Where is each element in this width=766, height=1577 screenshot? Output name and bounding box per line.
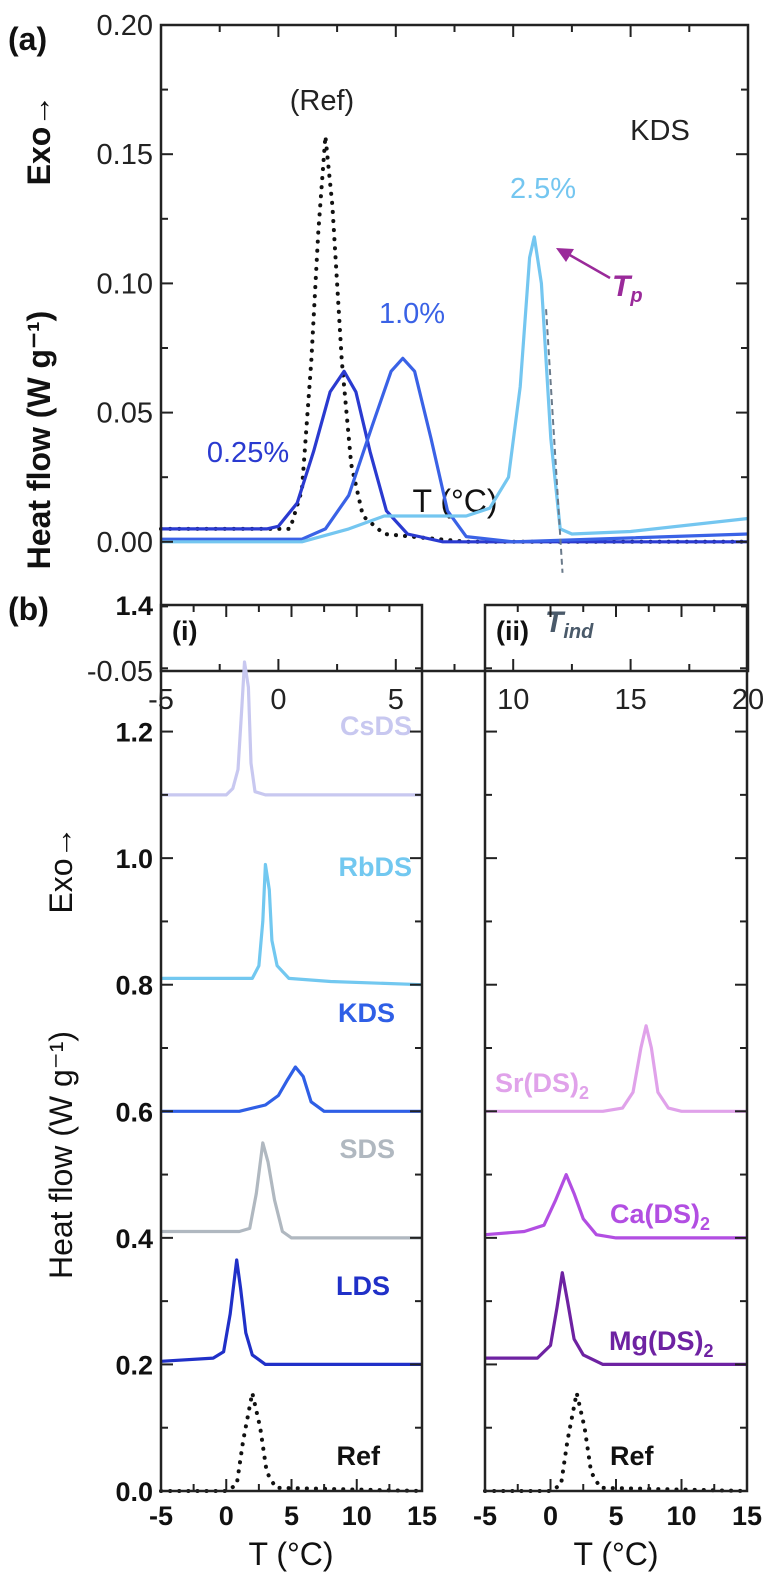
series-line-srds <box>485 1024 747 1113</box>
tp-annotation: Tp <box>556 248 643 307</box>
ref-label-a: (Ref) <box>290 85 354 117</box>
subpanel-label-i: (i) <box>172 616 197 646</box>
exo-label-b: Exo→ <box>43 826 79 913</box>
plot-bi: -5 0 5 10 15 0.0 0.2 0.4 0.6 0.8 1.0 1.2 1.4 <box>115 591 437 1531</box>
y-tick-label: 0.8 <box>115 971 153 1001</box>
x-tick-label: 15 <box>732 1501 762 1531</box>
series-label-ca: Ca(DS)2 <box>610 1199 710 1234</box>
y-tick-label: 0.00 <box>97 527 153 559</box>
y-tick-label: 1.0 <box>115 844 153 874</box>
series-label-rbds: RbDS <box>339 852 413 882</box>
x-tick-label: 10 <box>666 1501 696 1531</box>
tp-arrowhead-icon <box>556 248 574 262</box>
x-tick-label: 10 <box>497 684 529 716</box>
tind-annotation: Tind <box>545 606 594 643</box>
series-line-cads <box>484 1173 747 1240</box>
tind-label: Tind <box>545 606 594 643</box>
series-line-mgds <box>485 1271 747 1366</box>
x-tick-label: 0 <box>219 1501 234 1531</box>
y-axis-title-b: Heat flow (W g⁻¹) <box>43 1031 79 1279</box>
plot-a: -5 0 5 10 15 20-0.050.000.050.100.150.20 <box>87 10 764 716</box>
y-tick-label: 0.15 <box>97 139 153 171</box>
tp-arrow-line <box>567 252 611 280</box>
series-line-ref <box>483 1390 749 1493</box>
series-label-csds: CsDS <box>340 711 412 741</box>
panel-label-b: (b) <box>8 591 49 627</box>
tind-guide-line <box>545 309 564 573</box>
x-tick-label: -5 <box>149 1501 173 1531</box>
tp-label: Tp <box>612 270 643 307</box>
series-label-ref-ii: Ref <box>610 1441 655 1471</box>
x-tick-label: 5 <box>388 684 404 716</box>
series-label-sr: Sr(DS)2 <box>495 1068 589 1103</box>
y-tick-label: 0.10 <box>97 268 153 300</box>
y-tick-label: 0.4 <box>115 1224 153 1254</box>
x-tick-label: 15 <box>407 1501 437 1531</box>
exo-label-a: Exo→ <box>21 95 57 186</box>
y-tick-label: 0.05 <box>97 398 153 430</box>
subpanel-label-ii: (ii) <box>496 616 529 646</box>
y-tick-label: 0.2 <box>115 1350 153 1380</box>
series-line-25 <box>161 235 749 544</box>
x-tick-label: 0 <box>270 684 286 716</box>
series-line-sds <box>161 1141 422 1240</box>
x-tick-label: 10 <box>342 1501 372 1531</box>
x-tick-label: 5 <box>608 1501 623 1531</box>
sample-label-a: KDS <box>630 115 690 147</box>
series-line-lds <box>160 1258 422 1366</box>
x-axis-title-bi: T (°C) <box>248 1536 333 1572</box>
series-label-ref-i: Ref <box>336 1441 381 1471</box>
panel-label-a: (a) <box>8 21 47 57</box>
series-line-csds <box>161 660 422 797</box>
series-label-kds: KDS <box>338 998 395 1028</box>
y-tick-label: 0.6 <box>115 1097 153 1127</box>
x-axis-title-a: T (°C) <box>412 483 497 519</box>
x-axis-title-bii: T (°C) <box>573 1536 658 1572</box>
series-line-ref <box>159 134 750 544</box>
y-tick-label: -0.05 <box>87 656 153 688</box>
series-label-2.5: 2.5% <box>510 173 576 205</box>
series-label-mg: Mg(DS)2 <box>609 1326 714 1361</box>
x-tick-label: 0 <box>543 1501 558 1531</box>
y-tick-label: 0.0 <box>115 1477 153 1507</box>
x-tick-label: 15 <box>614 684 646 716</box>
x-tick-label: -5 <box>473 1501 497 1531</box>
series-line-10 <box>161 356 749 544</box>
y-tick-label: 1.4 <box>115 591 153 621</box>
y-axis-title-a: Heat flow (W g⁻¹) <box>21 311 57 570</box>
series-line-kds <box>161 1065 422 1113</box>
x-tick-label: 5 <box>284 1501 299 1531</box>
series-line-025 <box>161 369 748 544</box>
y-tick-label: 0.20 <box>97 10 153 42</box>
series-label-0.25: 0.25% <box>207 437 289 469</box>
series-label-1.0: 1.0% <box>379 298 445 330</box>
series-label-lds: LDS <box>336 1271 390 1301</box>
series-line-rbds <box>161 862 423 987</box>
series-label-sds: SDS <box>339 1134 395 1164</box>
series-line-ref <box>159 1390 424 1493</box>
y-tick-label: 1.2 <box>115 718 153 748</box>
plot-bii: -5 0 5 10 15 <box>473 603 762 1531</box>
